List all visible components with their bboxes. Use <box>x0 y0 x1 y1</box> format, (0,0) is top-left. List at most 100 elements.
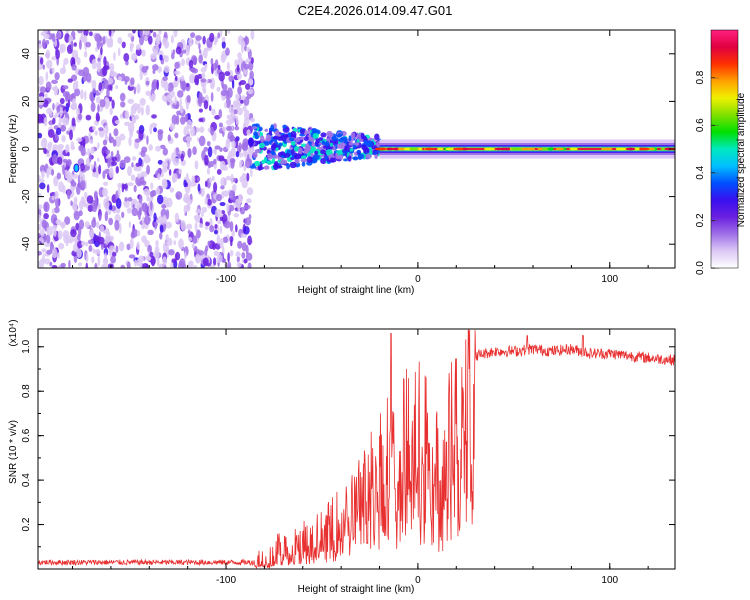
heatmap-noise-cell <box>225 175 232 181</box>
heatmap-noise-cell <box>94 262 98 268</box>
heatmap-noise-cell <box>204 196 208 205</box>
heatmap-noise-cell <box>174 212 180 223</box>
heatmap-noise-cell <box>90 92 94 103</box>
heatmap-noise-cell <box>134 138 141 143</box>
heatmap-noise-cell <box>171 114 178 126</box>
heatmap-transition-cell <box>325 141 330 147</box>
heatmap-noise-cell <box>201 72 206 79</box>
heatmap-noise-cell <box>129 42 135 49</box>
heatmap-noise-cell <box>167 134 172 142</box>
heatmap-noise-cell <box>117 37 123 45</box>
heatmap-noise-cell <box>226 61 230 72</box>
heatmap-noise-cell <box>229 221 234 232</box>
heatmap-noise-cell <box>93 191 98 201</box>
colorbar-tick-label: 0.0 <box>695 261 706 275</box>
heatmap-noise-cell <box>117 182 123 189</box>
heatmap-noise-cell <box>208 177 213 184</box>
heatmap-noise-cell <box>147 244 152 254</box>
heatmap-noise-cell <box>203 88 207 94</box>
heatmap-noise-cell <box>80 89 84 100</box>
heatmap-noise-cell <box>38 75 44 86</box>
heatmap-noise-cell <box>241 252 246 259</box>
heatmap-noise-cell <box>231 79 235 89</box>
heatmap-transition-cell <box>360 132 365 140</box>
heatmap-transition-cell <box>329 142 333 147</box>
heatmap-noise-cell <box>220 89 228 97</box>
heatmap-noise-cell <box>238 152 244 158</box>
heatmap-noise-cell <box>238 142 242 153</box>
heatmap-noise-cell <box>183 126 189 137</box>
heatmap-noise-cell <box>51 32 56 43</box>
heatmap-noise-cell <box>57 230 63 240</box>
heatmap-transition-cell <box>351 132 356 139</box>
heatmap-noise-cell <box>140 106 144 116</box>
heatmap-noise-cell <box>180 80 187 91</box>
heatmap-noise-cell <box>247 262 252 268</box>
heatmap-noise-cell <box>192 146 197 156</box>
heatmap-noise-cell <box>193 214 201 220</box>
heatmap-noise-cell <box>207 146 213 158</box>
heatmap-noise-cell <box>107 157 111 169</box>
heatmap-noise-cell <box>202 257 209 267</box>
heatmap-noise-cell <box>109 107 113 116</box>
heatmap-noise-cell <box>51 67 55 74</box>
heatmap-noise-cell <box>211 108 216 116</box>
heatmap-noise-cell <box>171 258 177 264</box>
heatmap-noise-cell <box>144 215 151 226</box>
heatmap-noise-cell <box>96 157 100 163</box>
heatmap-noise-cell <box>125 60 129 66</box>
heatmap-noise-cell <box>70 40 74 50</box>
heatmap-noise-cell <box>77 30 83 34</box>
heatmap-noise-cell <box>216 234 220 245</box>
heatmap-noise-cell <box>106 195 110 202</box>
heatmap-noise-cell <box>98 82 103 92</box>
heatmap-noise-cell <box>183 179 187 188</box>
heatmap-noise-cell <box>124 197 128 202</box>
heatmap-noise-cell <box>109 70 117 77</box>
heatmap-noise-cell <box>152 64 159 71</box>
heatmap-noise-cell <box>136 83 141 94</box>
heatmap-noise-cell <box>162 180 168 190</box>
heatmap-noise-cell <box>214 242 221 250</box>
heatmap-noise-cell <box>224 101 227 109</box>
heatmap-noise-cell <box>170 34 174 44</box>
heatmap-noise-cell <box>174 75 178 82</box>
heatmap-noise-cell <box>113 128 119 137</box>
heatmap-noise-cell <box>98 214 102 222</box>
heatmap-noise-cell <box>74 198 77 204</box>
heatmap-transition-cell <box>271 144 279 148</box>
heatmap-noise-cell <box>59 97 65 105</box>
heatmap-transition-cell <box>300 158 308 163</box>
heatmap-noise-cell <box>198 117 204 123</box>
heatmap-noise-cell <box>53 227 57 237</box>
heatmap-noise-cell <box>226 138 231 144</box>
heatmap-noise-cell <box>151 114 157 119</box>
heatmap-noise-cell <box>127 165 133 177</box>
heatmap-noise-cell <box>84 90 87 101</box>
heatmap-transition-cell <box>320 132 327 138</box>
heatmap-noise-cell <box>165 233 170 245</box>
heatmap-noise-cell <box>204 180 208 188</box>
heatmap-noise-cell <box>132 203 135 209</box>
heatmap-noise-cell <box>61 135 66 143</box>
heatmap-noise-cell <box>85 262 89 268</box>
heatmap-noise-cell <box>115 198 122 209</box>
heatmap-noise-cell <box>176 194 180 199</box>
heatmap-noise-cell <box>163 40 170 49</box>
heatmap-noise-cell <box>62 91 70 98</box>
heatmap-noise-cell <box>93 198 98 209</box>
heatmap-noise-cell <box>154 221 158 229</box>
heatmap-noise-cell <box>78 144 84 152</box>
heatmap-noise-cell <box>106 41 114 48</box>
heatmap-transition-cell <box>249 165 257 169</box>
heatmap-noise-cell <box>132 102 139 111</box>
heatmap-noise-cell <box>149 190 155 198</box>
heatmap-transition-cell <box>374 133 380 141</box>
heatmap-noise-cell <box>39 228 45 238</box>
heatmap-transition-cell <box>282 124 287 129</box>
heatmap-transition-cell <box>294 159 300 164</box>
heatmap-noise-cell <box>145 104 151 116</box>
heatmap-noise-cell <box>78 39 82 50</box>
heatmap-noise-cell <box>121 211 125 219</box>
heatmap-noise-cell <box>201 211 204 218</box>
